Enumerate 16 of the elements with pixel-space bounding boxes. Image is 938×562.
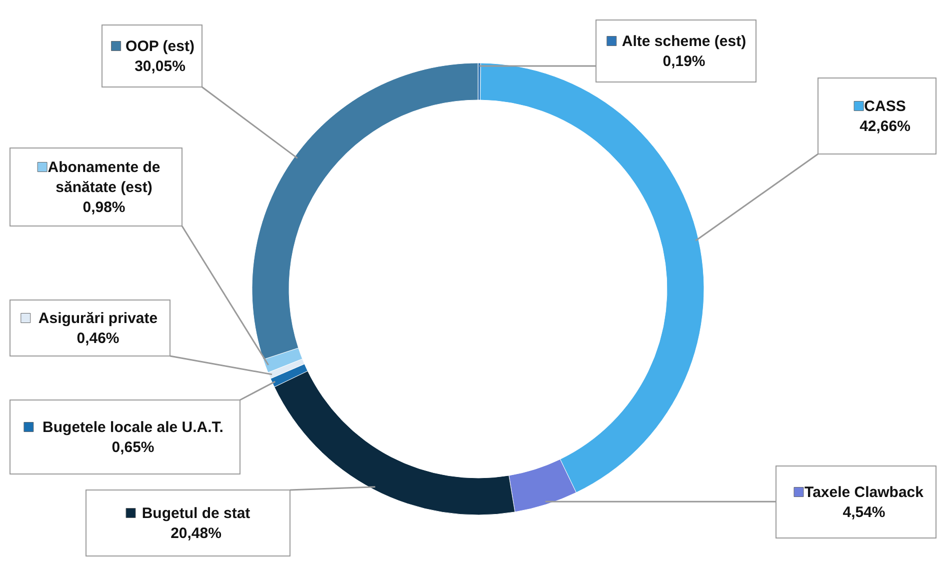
legend-label: Asigurări private (38, 310, 158, 327)
legend-label: OOP (est) (126, 38, 194, 55)
data-label: 4,54% (842, 504, 886, 521)
data-label: 0,19% (662, 53, 706, 70)
data-label: 42,66% (860, 118, 910, 135)
data-label: 0,98% (82, 199, 126, 216)
legend-label: Alte scheme (est) (622, 33, 746, 50)
data-label: 20,48% (170, 525, 222, 542)
legend-label: Bugetul de stat (142, 505, 250, 522)
legend-label: Taxele Clawback (804, 484, 924, 501)
legend-label: Abonamente de sănătate (est) (48, 159, 160, 196)
data-label: 30,05% (134, 58, 186, 75)
legend-label: Bugetele locale ale U.A.T. (42, 419, 224, 436)
legend-label: CASS (864, 98, 906, 115)
data-label: 0,46% (76, 330, 120, 347)
data-label: 0,65% (112, 439, 154, 456)
